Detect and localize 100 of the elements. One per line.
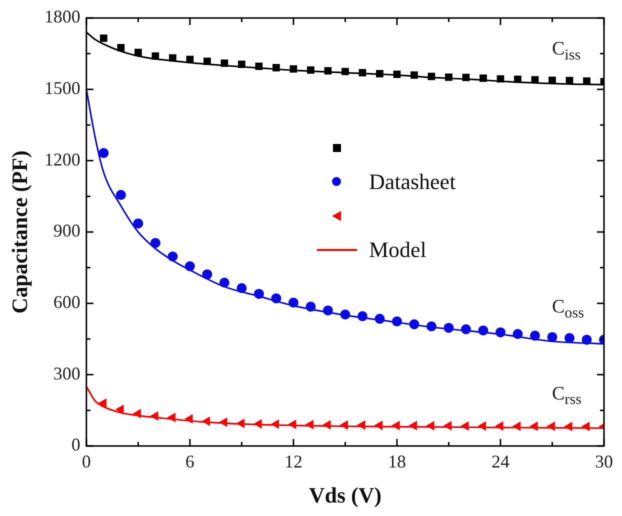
point xyxy=(133,218,144,228)
y-axis-title: Capacitance (PF) xyxy=(6,150,32,314)
point xyxy=(271,420,279,429)
point xyxy=(392,421,400,430)
y-tick-label: 1500 xyxy=(44,78,80,98)
point xyxy=(100,34,108,42)
legend-label: Datasheet xyxy=(368,168,456,195)
point xyxy=(340,310,350,320)
point xyxy=(445,74,452,81)
point xyxy=(340,420,348,430)
point xyxy=(133,409,141,418)
point xyxy=(462,74,470,82)
y-tick-label: 0 xyxy=(71,434,80,455)
x-tick-label: 24 xyxy=(491,452,510,472)
point xyxy=(238,60,246,68)
point xyxy=(410,71,418,79)
point xyxy=(202,269,212,280)
point xyxy=(460,422,469,430)
point xyxy=(376,70,384,78)
point xyxy=(288,420,296,429)
y-tick-label: 300 xyxy=(53,363,80,384)
point xyxy=(168,413,176,422)
point xyxy=(496,75,504,83)
point xyxy=(219,278,230,288)
point xyxy=(184,261,195,272)
point xyxy=(324,67,332,74)
point xyxy=(322,420,331,430)
point xyxy=(582,422,590,431)
point xyxy=(582,334,592,345)
x-tick-label: 12 xyxy=(284,452,302,472)
line-series xyxy=(86,88,604,345)
point xyxy=(116,190,126,200)
point xyxy=(530,330,540,341)
point xyxy=(495,422,504,430)
point xyxy=(358,69,366,76)
point xyxy=(342,68,349,76)
point xyxy=(202,416,210,426)
point xyxy=(168,251,178,262)
point xyxy=(254,419,262,428)
point xyxy=(150,412,158,420)
x-axis-title: Vds (V) xyxy=(308,482,382,508)
point xyxy=(98,398,106,408)
point xyxy=(220,59,228,67)
point xyxy=(409,319,420,330)
y-tick-label: 1800 xyxy=(44,6,80,27)
point xyxy=(374,420,382,430)
point xyxy=(290,65,298,73)
point xyxy=(530,422,538,431)
point xyxy=(307,66,314,74)
point xyxy=(152,52,160,60)
point xyxy=(514,76,522,84)
point xyxy=(357,420,366,430)
point xyxy=(478,422,486,430)
y-tick-label: 1200 xyxy=(44,149,80,170)
point xyxy=(203,58,211,65)
point xyxy=(134,48,142,56)
x-tick-label: 6 xyxy=(185,452,194,472)
point xyxy=(444,322,454,333)
point xyxy=(117,44,125,52)
point xyxy=(548,76,556,84)
point xyxy=(547,332,558,342)
y-tick-label: 900 xyxy=(53,220,80,241)
point xyxy=(478,325,488,336)
point xyxy=(564,333,574,344)
point xyxy=(236,419,244,428)
point xyxy=(426,321,436,332)
x-tick-label: 18 xyxy=(388,452,406,472)
point xyxy=(444,421,452,430)
point xyxy=(288,298,298,308)
point xyxy=(512,329,523,340)
point xyxy=(271,293,282,304)
point xyxy=(322,305,333,316)
point xyxy=(480,74,487,82)
point xyxy=(255,62,263,70)
point xyxy=(392,316,402,326)
point xyxy=(583,77,590,85)
point xyxy=(566,76,574,84)
point xyxy=(357,311,368,322)
point xyxy=(547,422,555,431)
point xyxy=(374,314,385,324)
point xyxy=(495,327,506,338)
point xyxy=(460,324,471,334)
legend-label: Model xyxy=(368,236,426,263)
point xyxy=(393,70,401,78)
point xyxy=(272,64,280,72)
point xyxy=(564,422,572,431)
x-tick-label: 30 xyxy=(595,452,613,472)
point xyxy=(116,404,124,414)
point xyxy=(306,302,316,312)
point xyxy=(98,148,109,158)
point xyxy=(306,420,314,429)
point xyxy=(428,72,436,80)
y-tick-label: 600 xyxy=(53,292,80,312)
point xyxy=(150,238,160,248)
point xyxy=(186,56,194,64)
point xyxy=(426,421,434,430)
point xyxy=(184,414,193,424)
point xyxy=(236,283,247,294)
point xyxy=(512,422,520,431)
point xyxy=(168,54,176,62)
